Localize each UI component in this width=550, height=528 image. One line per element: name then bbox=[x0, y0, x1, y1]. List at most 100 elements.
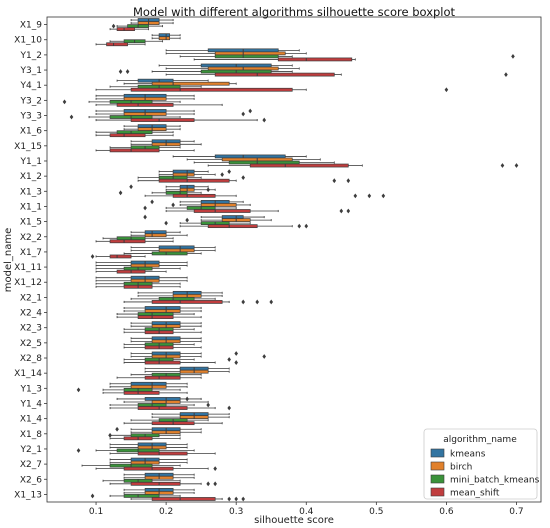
box-birch bbox=[185, 217, 272, 223]
box-mean_shift bbox=[123, 299, 274, 305]
outlier-point bbox=[143, 205, 147, 211]
y-tick-label: Y1_3 bbox=[20, 384, 42, 394]
box-mean_shift bbox=[123, 330, 202, 335]
box-birch bbox=[123, 81, 237, 86]
box-birch bbox=[130, 430, 202, 435]
plot-frame bbox=[46, 16, 542, 503]
box-mean_shift bbox=[95, 133, 174, 138]
outlier-point bbox=[514, 163, 519, 168]
box-birch bbox=[130, 339, 202, 344]
box-mean_shift bbox=[130, 496, 245, 502]
box-iqr bbox=[200, 203, 237, 207]
box-mean_shift bbox=[109, 436, 181, 441]
box-mean_shift bbox=[95, 103, 223, 107]
box-mean_shift bbox=[116, 315, 202, 319]
y-tick-label: X2_1 bbox=[20, 293, 42, 303]
outlier-point bbox=[269, 299, 274, 305]
box-birch bbox=[123, 400, 209, 404]
outlier-point bbox=[381, 193, 386, 199]
legend-label-mean_shift: mean_shift bbox=[450, 489, 500, 499]
outlier-point bbox=[297, 223, 302, 229]
box-kmeans bbox=[123, 306, 202, 310]
outlier-point bbox=[76, 448, 81, 453]
box-iqr bbox=[116, 130, 153, 135]
box-birch bbox=[109, 384, 188, 389]
box-mean_shift bbox=[207, 163, 519, 168]
box-birch bbox=[130, 142, 202, 147]
box-mini_batch_kmeans bbox=[102, 478, 181, 483]
box-birch bbox=[123, 127, 181, 132]
box-iqr bbox=[207, 224, 258, 229]
box-iqr bbox=[151, 251, 188, 256]
legend-swatch-birch bbox=[430, 461, 445, 471]
box-iqr bbox=[137, 315, 174, 319]
box-iqr bbox=[249, 163, 349, 168]
box-kmeans bbox=[109, 442, 188, 447]
box-iqr bbox=[144, 306, 181, 310]
box-mean_shift bbox=[123, 360, 238, 365]
box-iqr bbox=[193, 209, 251, 213]
box-mini_batch_kmeans bbox=[90, 493, 181, 499]
box-mini_batch_kmeans bbox=[109, 84, 202, 89]
outlier-point bbox=[115, 426, 119, 432]
box-kmeans bbox=[95, 93, 195, 98]
box-iqr bbox=[151, 81, 230, 86]
outlier-point bbox=[234, 360, 238, 365]
box-kmeans bbox=[130, 351, 238, 356]
outlier-point bbox=[206, 481, 210, 487]
outlier-point bbox=[227, 169, 231, 174]
y-tick-label: X1_15 bbox=[14, 142, 42, 152]
box-iqr bbox=[158, 245, 195, 250]
outlier-point bbox=[241, 496, 245, 502]
box-iqr bbox=[151, 497, 216, 501]
box-birch bbox=[165, 187, 216, 193]
legend-swatch-kmeans bbox=[430, 448, 445, 458]
box-iqr bbox=[130, 384, 167, 389]
box-iqr bbox=[116, 27, 135, 31]
box-kmeans bbox=[123, 488, 195, 492]
y-tick-label: X2_2 bbox=[20, 233, 42, 243]
outlier-point bbox=[111, 23, 116, 29]
box-birch bbox=[165, 51, 307, 56]
box-mini_batch_kmeans bbox=[130, 297, 216, 301]
outlier-point bbox=[262, 117, 267, 123]
y-tick-label: Y4_1 bbox=[20, 81, 42, 91]
box-iqr bbox=[116, 103, 174, 107]
legend: algorithm_name kmeans birch mini_batch_kme… bbox=[423, 428, 540, 500]
outlier-point bbox=[62, 99, 67, 105]
box-iqr bbox=[158, 36, 170, 41]
y-tick-label: Y1_2 bbox=[20, 51, 42, 61]
outlier-point bbox=[500, 163, 505, 168]
box-mini_batch_kmeans bbox=[76, 448, 195, 453]
outlier-point bbox=[125, 69, 130, 74]
y-tick-label: X1_3 bbox=[20, 187, 42, 197]
box-iqr bbox=[123, 494, 160, 498]
box-iqr bbox=[144, 360, 181, 365]
box-iqr bbox=[144, 397, 181, 401]
box-birch bbox=[130, 21, 174, 25]
box-iqr bbox=[214, 51, 286, 56]
outlier-point bbox=[353, 193, 358, 199]
outlier-point bbox=[346, 208, 351, 214]
box-mini_batch_kmeans bbox=[123, 251, 202, 256]
box-kmeans bbox=[123, 472, 195, 477]
box-kmeans bbox=[158, 63, 293, 68]
box-iqr bbox=[137, 451, 188, 456]
outlier-point bbox=[69, 114, 74, 120]
box-iqr bbox=[130, 87, 293, 92]
box-iqr bbox=[214, 54, 279, 59]
box-birch bbox=[123, 475, 195, 480]
x-tick-label: 0.1 bbox=[89, 507, 103, 517]
box-iqr bbox=[158, 33, 170, 38]
box-kmeans bbox=[130, 336, 202, 341]
outlier-point bbox=[511, 54, 515, 59]
box-kmeans bbox=[116, 78, 209, 83]
box-kmeans bbox=[109, 381, 188, 386]
legend-label-mini_batch_kmeans: mini_batch_kmeans bbox=[450, 476, 540, 486]
y-tick-label: Y1_4 bbox=[20, 399, 43, 409]
box-mean_shift bbox=[95, 284, 181, 289]
y-tick-label: Y2_1 bbox=[20, 445, 42, 455]
box-iqr bbox=[172, 169, 195, 174]
